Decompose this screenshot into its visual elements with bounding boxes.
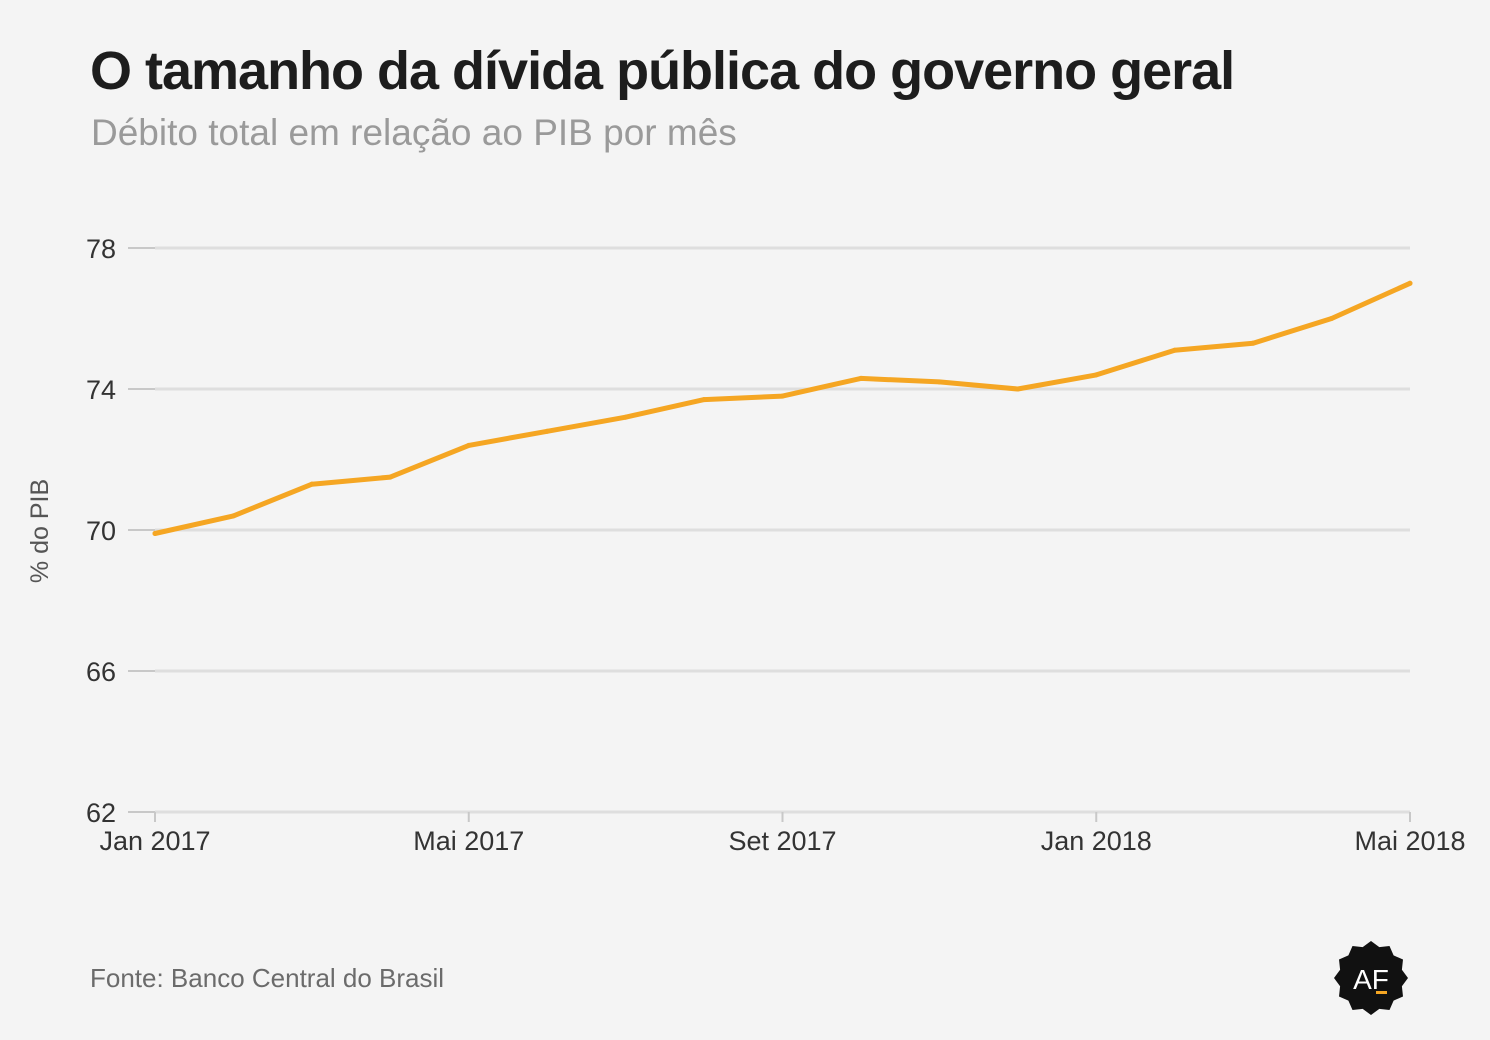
data-point: [1172, 347, 1178, 353]
y-tick-label: 66: [86, 657, 116, 687]
data-point: [1250, 340, 1256, 346]
y-axis-label: % do PIB: [26, 479, 54, 583]
axes: 62 66 70 74 78 Jan 2017 Mai 2017 Set 2017 Jan 20…: [26, 234, 1466, 856]
data-point: [701, 397, 707, 403]
data-point: [1407, 280, 1413, 286]
data-point: [1015, 386, 1021, 392]
y-tick-label: 74: [86, 375, 116, 405]
x-tick-label: Mai 2018: [1354, 826, 1465, 856]
y-tick-label: 70: [86, 516, 116, 546]
logo-text: AF: [1353, 964, 1389, 995]
x-tick-label: Set 2017: [728, 826, 836, 856]
y-tick-label: 62: [86, 798, 116, 828]
data-point: [780, 393, 785, 399]
data-point: [623, 414, 629, 420]
data-point: [544, 428, 550, 434]
series-line: [152, 280, 1413, 536]
x-tick-label: Mai 2017: [413, 826, 524, 856]
x-tick-label: Jan 2018: [1041, 826, 1152, 856]
series-layer: [152, 280, 1413, 537]
data-point: [1093, 372, 1099, 378]
data-point: [936, 379, 942, 385]
source-note: Fonte: Banco Central do Brasil: [90, 963, 445, 993]
logo-badge-shape: [1334, 941, 1408, 1015]
data-point: [152, 531, 158, 537]
y-tick-label: 78: [86, 234, 116, 264]
gridlines: [155, 246, 1410, 673]
chart-title: O tamanho da dívida pública do governo g…: [90, 41, 1235, 101]
line-chart: 62 66 70 74 78 Jan 2017 Mai 2017 Set 2017 Jan 20…: [26, 234, 1466, 856]
data-point: [309, 481, 315, 487]
chart-subtitle: Débito total em relação ao PIB por mês: [91, 112, 737, 153]
logo-accent-mark: [1376, 991, 1387, 994]
data-point: [1329, 316, 1335, 321]
data-point: [858, 375, 864, 381]
af-logo: AF: [1333, 940, 1409, 1016]
data-point: [466, 442, 472, 448]
data-point: [387, 474, 393, 480]
x-tick-label: Jan 2017: [99, 826, 210, 856]
data-point: [230, 513, 236, 519]
